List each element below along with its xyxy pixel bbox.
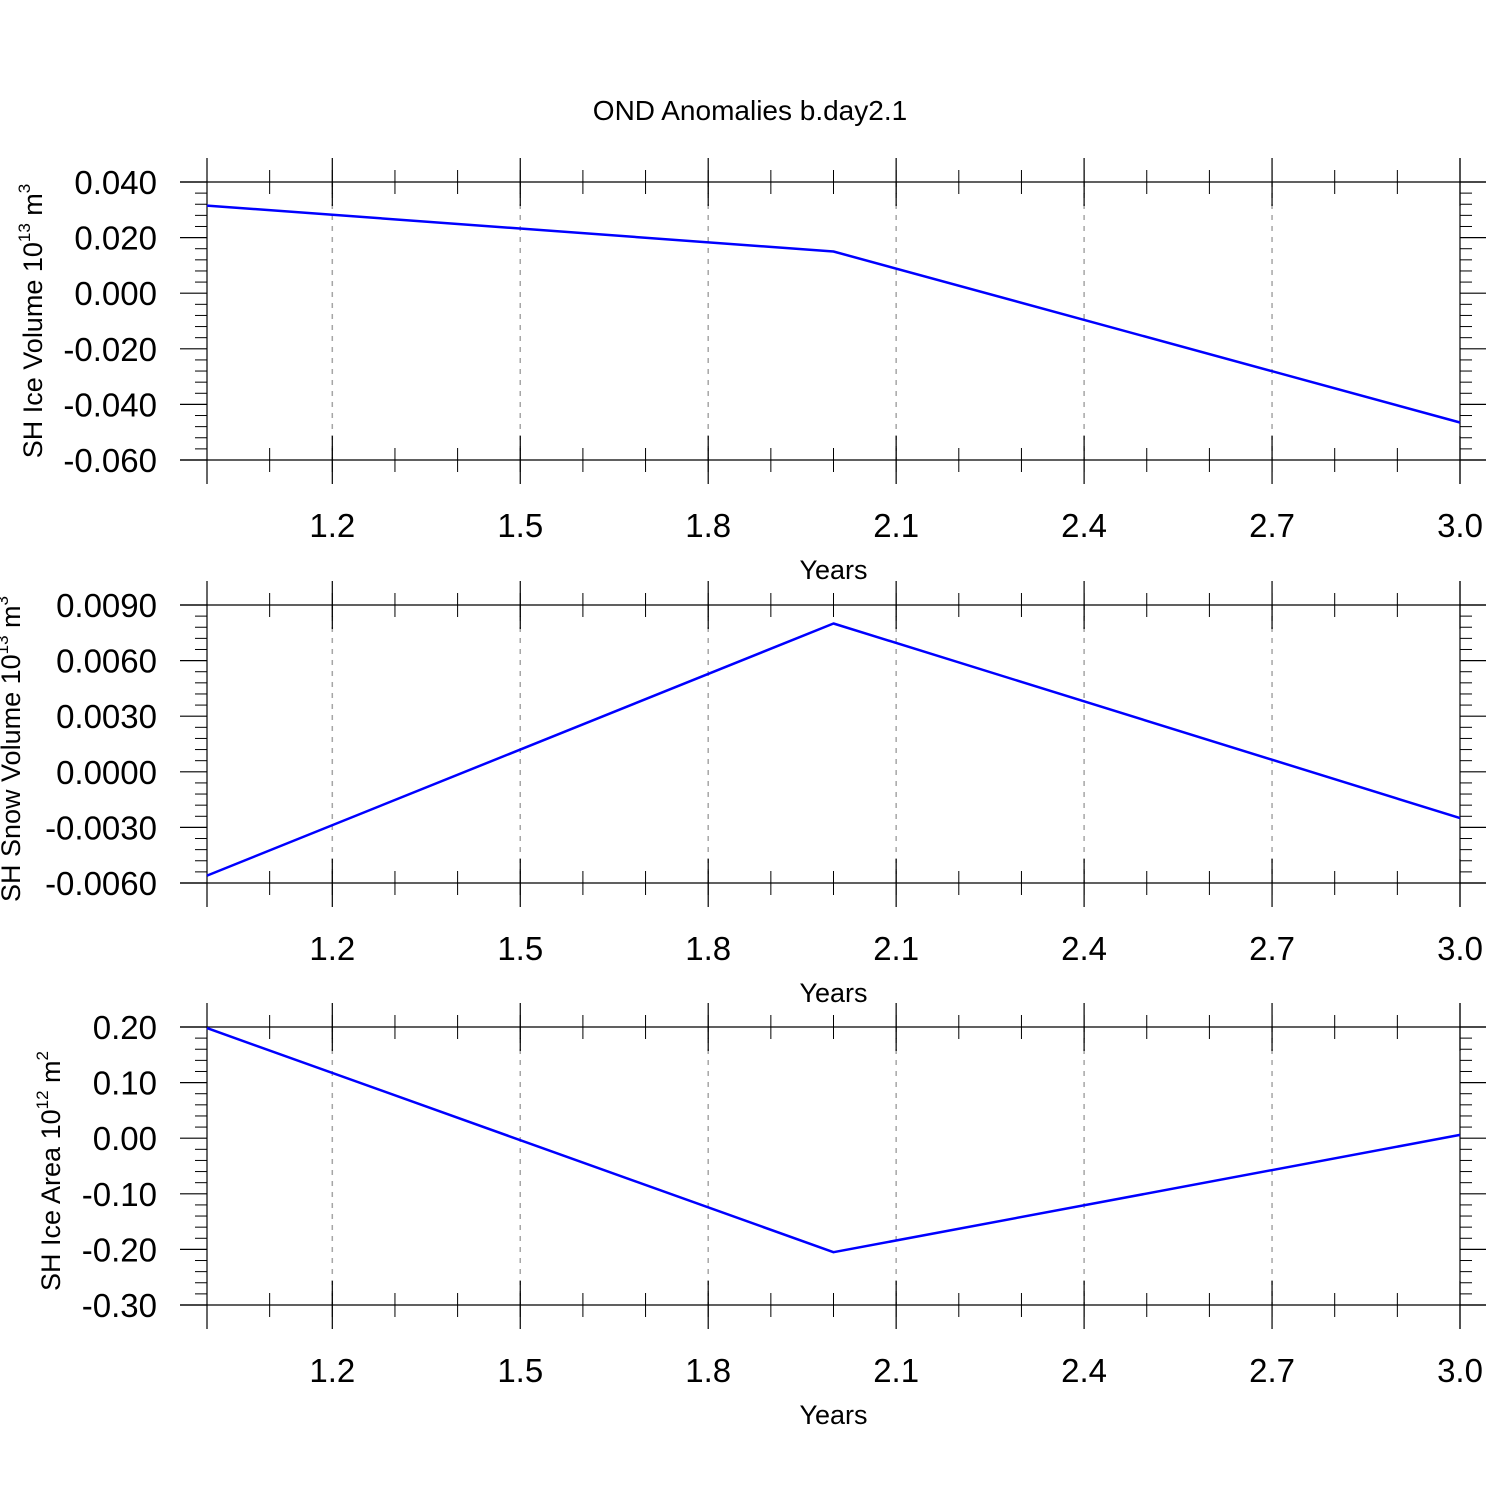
x-tick-label: 1.8 [685,507,731,544]
x-tick-label: 2.4 [1061,1352,1107,1389]
x-tick-label: 3.0 [1437,930,1483,967]
x-tick-label: 1.2 [309,1352,355,1389]
data-line [206,622,1461,877]
x-tick-label: 3.0 [1437,507,1483,544]
x-axis-title: Years [799,555,867,585]
y-tick-label: -0.040 [63,386,157,423]
y-tick-label: 0.20 [93,1009,157,1046]
y-axis-title: SH Ice Volume 1013 m3 [15,184,48,459]
y-tick-label: -0.20 [82,1231,157,1268]
x-tick-label: 2.1 [873,930,919,967]
y-tick-label: -0.060 [63,442,157,479]
y-tick-label: 0.0030 [56,698,157,735]
x-tick-label: 2.7 [1249,507,1295,544]
x-axis-title: Years [799,978,867,1008]
x-tick-label: 2.4 [1061,930,1107,967]
y-tick-label: -0.0060 [45,865,157,902]
x-tick-label: 3.0 [1437,1352,1483,1389]
y-tick-label: 0.0000 [56,754,157,791]
y-tick-label: 0.040 [74,164,157,201]
y-tick-label: 0.0090 [56,587,157,624]
panel-1: 0.040 0.020 0.000 -0.020 -0.040 -0.060 1.2 1.5 1… [15,158,1486,585]
panel-2: 0.0090 0.0060 0.0030 0.0000 -0.0030 -0.0060 1.… [0,581,1486,1008]
panels: 0.040 0.020 0.000 -0.020 -0.040 -0.060 1.2 1.5 1… [0,158,1486,1430]
x-tick-label: 2.1 [873,507,919,544]
chart-title: OND Anomalies b.day2.1 [593,95,907,126]
x-axis-title: Years [799,1400,867,1430]
y-tick-label: 0.0060 [56,643,157,680]
x-tick-label: 2.4 [1061,507,1107,544]
y-axis-title: SH Ice Area 1012 m2 [33,1051,66,1291]
y-tick-label: -0.10 [82,1176,157,1213]
data-line [206,204,1461,424]
x-tick-label: 1.2 [309,930,355,967]
y-tick-label: 0.10 [93,1065,157,1102]
x-tick-label: 1.5 [497,1352,543,1389]
x-tick-label: 2.1 [873,1352,919,1389]
y-axis-title: SH Snow Volume 1013 m3 [0,596,26,902]
x-tick-label: 1.8 [685,930,731,967]
x-tick-label: 1.8 [685,1352,731,1389]
y-tick-label: 0.00 [93,1120,157,1157]
x-tick-label: 1.2 [309,507,355,544]
y-tick-label: 0.020 [74,220,157,257]
y-tick-label: -0.30 [82,1287,157,1324]
y-tick-label: 0.000 [74,275,157,312]
panel-3: 0.20 0.10 0.00 -0.10 -0.20 -0.30 1.2 1.5 1.8 2.1 2… [33,1003,1486,1430]
x-tick-label: 2.7 [1249,1352,1295,1389]
data-line [206,1026,1461,1254]
y-tick-label: -0.0030 [45,809,157,846]
y-tick-label: -0.020 [63,331,157,368]
x-tick-label: 1.5 [497,507,543,544]
x-tick-label: 2.7 [1249,930,1295,967]
x-tick-label: 1.5 [497,930,543,967]
